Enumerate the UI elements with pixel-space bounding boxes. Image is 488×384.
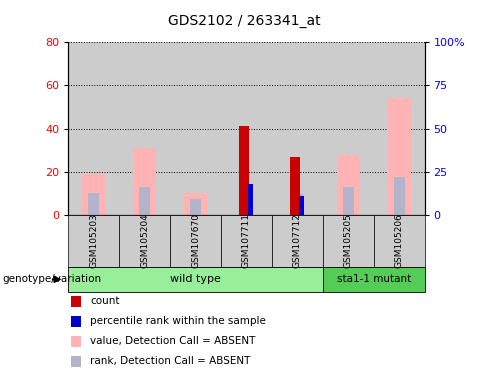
Bar bbox=[139, 187, 150, 215]
Text: percentile rank within the sample: percentile rank within the sample bbox=[90, 316, 266, 326]
Text: genotype/variation: genotype/variation bbox=[2, 274, 102, 285]
Bar bbox=[133, 148, 156, 215]
Bar bbox=[248, 184, 253, 215]
Bar bbox=[190, 200, 201, 215]
Text: GSM107712: GSM107712 bbox=[293, 214, 302, 268]
Bar bbox=[88, 193, 100, 215]
Text: GSM105205: GSM105205 bbox=[344, 214, 353, 268]
Text: count: count bbox=[90, 296, 120, 306]
Bar bbox=[221, 42, 272, 215]
Bar bbox=[184, 193, 207, 215]
Text: wild type: wild type bbox=[170, 274, 221, 285]
Text: GSM105206: GSM105206 bbox=[395, 214, 404, 268]
Bar bbox=[170, 42, 221, 215]
Bar bbox=[323, 42, 374, 215]
Text: GSM105203: GSM105203 bbox=[89, 214, 98, 268]
Bar bbox=[393, 177, 405, 215]
Bar bbox=[343, 187, 354, 215]
Bar bbox=[272, 42, 323, 215]
Text: GDS2102 / 263341_at: GDS2102 / 263341_at bbox=[168, 14, 320, 28]
Text: GSM107670: GSM107670 bbox=[191, 214, 200, 268]
Bar bbox=[82, 174, 105, 215]
Text: GSM105204: GSM105204 bbox=[140, 214, 149, 268]
Text: rank, Detection Call = ABSENT: rank, Detection Call = ABSENT bbox=[90, 356, 251, 366]
Bar bbox=[337, 155, 360, 215]
Bar bbox=[290, 157, 301, 215]
Bar bbox=[68, 42, 119, 215]
Text: value, Detection Call = ABSENT: value, Detection Call = ABSENT bbox=[90, 336, 256, 346]
Text: GSM107711: GSM107711 bbox=[242, 214, 251, 268]
Bar bbox=[292, 194, 303, 215]
Bar bbox=[119, 42, 170, 215]
Bar bbox=[374, 42, 425, 215]
Bar bbox=[387, 98, 410, 215]
Text: sta1-1 mutant: sta1-1 mutant bbox=[337, 274, 411, 285]
Bar bbox=[299, 196, 304, 215]
Bar bbox=[239, 126, 249, 215]
